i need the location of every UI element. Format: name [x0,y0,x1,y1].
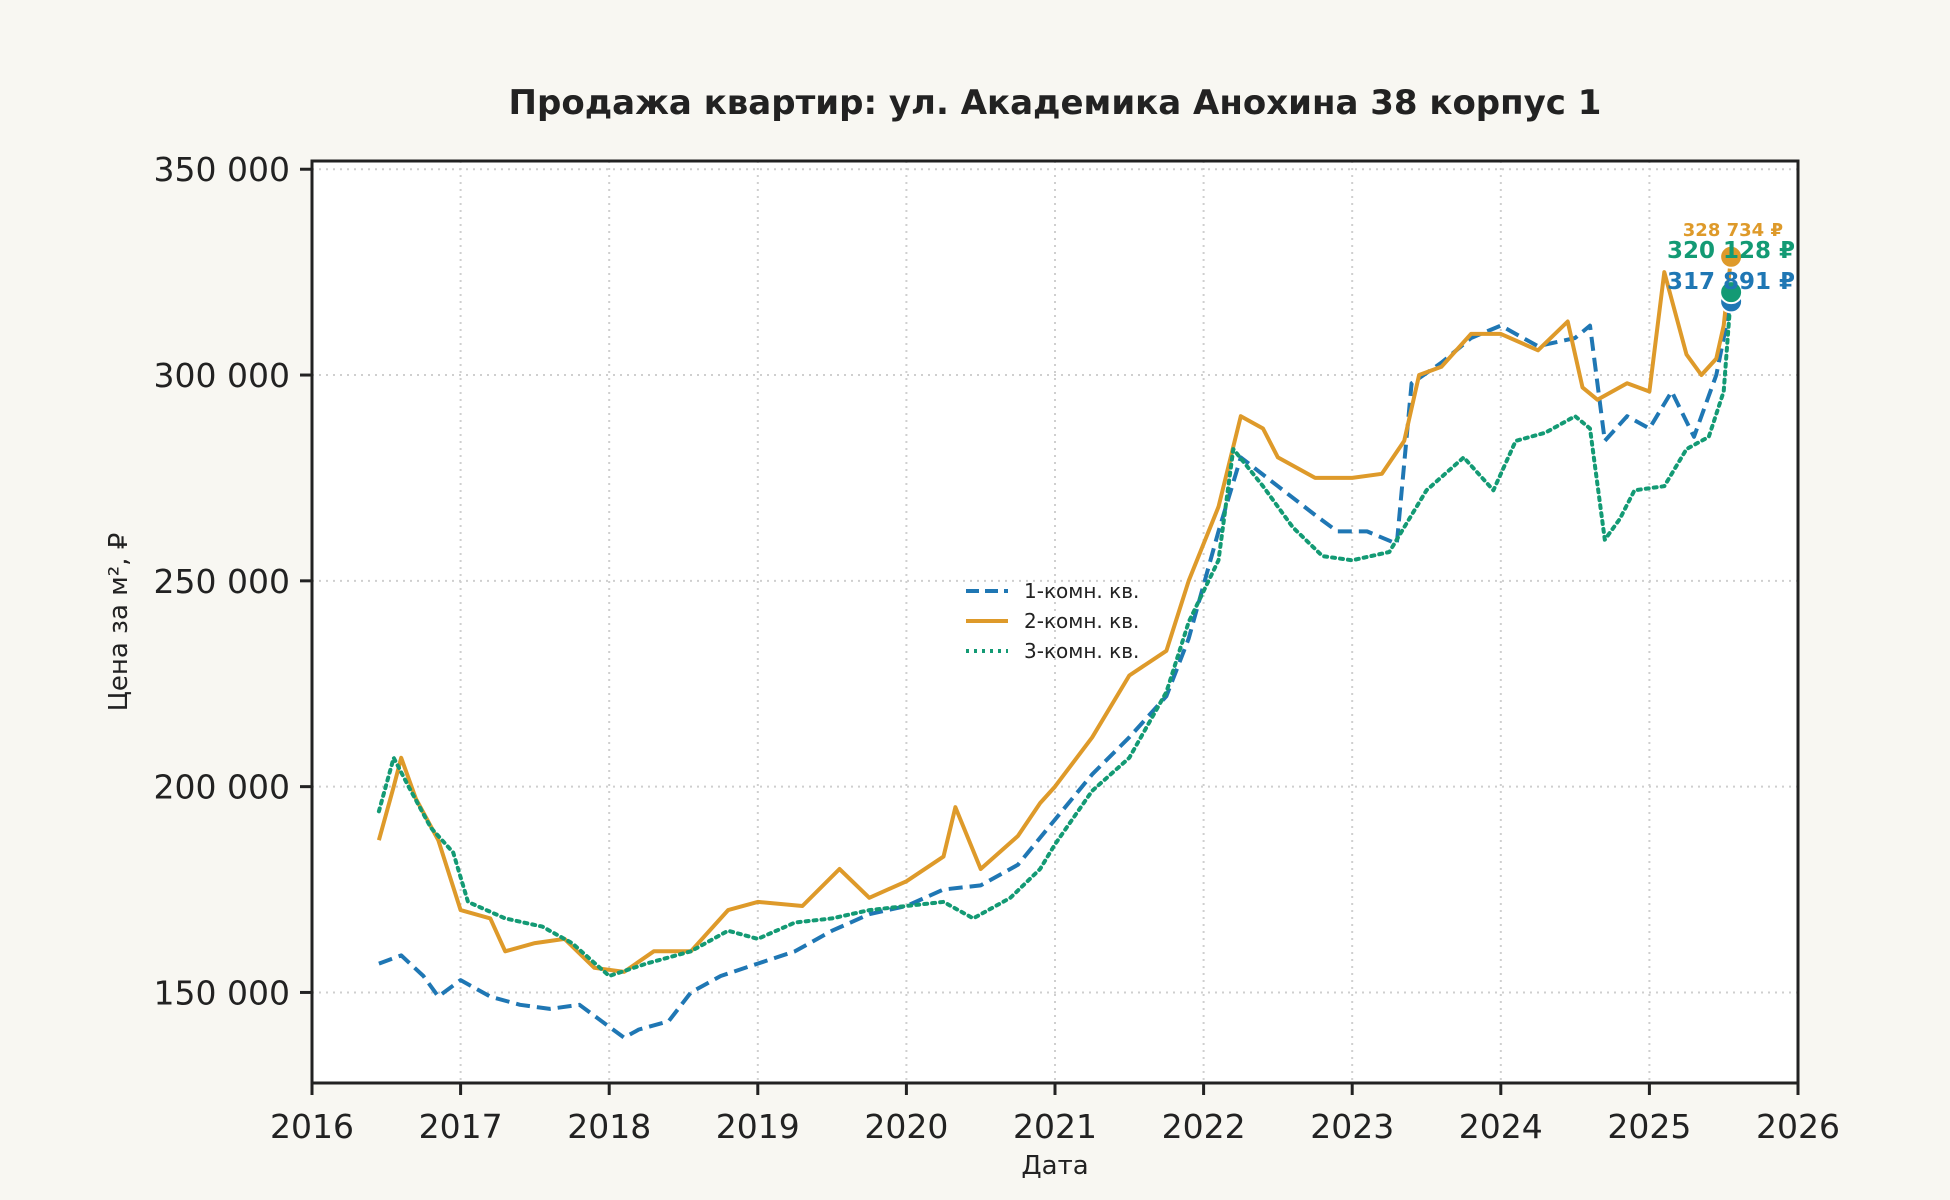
legend: 1-комн. кв. 2-комн. кв. 3-комн. кв. [966,579,1139,663]
plot-area [312,161,1798,1083]
end-marker-two-room [1719,244,1744,269]
end-markers [1719,244,1744,314]
x-axis-label: Дата [1021,1151,1088,1181]
end-label-three-room: 320 128 ₽ [1667,238,1795,264]
y-tick-label: 300 000 [154,356,290,395]
legend-label-three-room: 3-комн. кв. [1024,639,1139,663]
y-tick-label: 200 000 [154,768,290,807]
x-tick-label: 2018 [567,1107,651,1146]
y-tick-label: 350 000 [154,150,290,189]
series-lines [376,256,1734,1040]
x-tick-label: 2024 [1459,1107,1543,1146]
end-label-one-room: 317 891 ₽ [1667,269,1795,295]
x-tick-label: 2017 [419,1107,503,1146]
x-tick-label: 2025 [1607,1107,1691,1146]
chart-title: Продажа квартир: ул. Академика Анохина 3… [509,83,1602,123]
y-tick-label: 250 000 [154,562,290,601]
x-axis-ticks: 2016 2017 2018 2019 2020 2021 2022 2023 2024 2025… [270,1083,1840,1146]
y-axis-label: Цена за м², ₽ [104,533,134,712]
x-tick-label: 2019 [716,1107,800,1146]
y-tick-label: 150 000 [154,973,290,1012]
y-axis-ticks: 150 000 200 000 250 000 300 000 350 000 [154,150,312,1012]
series-line-two-room [376,256,1734,974]
x-tick-label: 2023 [1310,1107,1394,1146]
end-value-labels: 328 734 ₽ 320 128 ₽ 317 891 ₽ [1667,220,1795,295]
end-label-two-room: 328 734 ₽ [1683,220,1783,241]
x-tick-label: 2020 [864,1107,948,1146]
x-tick-label: 2026 [1756,1107,1840,1146]
legend-label-two-room: 2-комн. кв. [1024,609,1139,633]
end-marker-three-room [1719,280,1744,305]
legend-label-one-room: 1-комн. кв. [1024,579,1139,603]
x-tick-label: 2021 [1013,1107,1097,1146]
x-tick-label: 2022 [1162,1107,1246,1146]
x-tick-label: 2016 [270,1107,354,1146]
series-line-three-room [376,290,1734,978]
series-line-one-room [378,300,1734,1040]
